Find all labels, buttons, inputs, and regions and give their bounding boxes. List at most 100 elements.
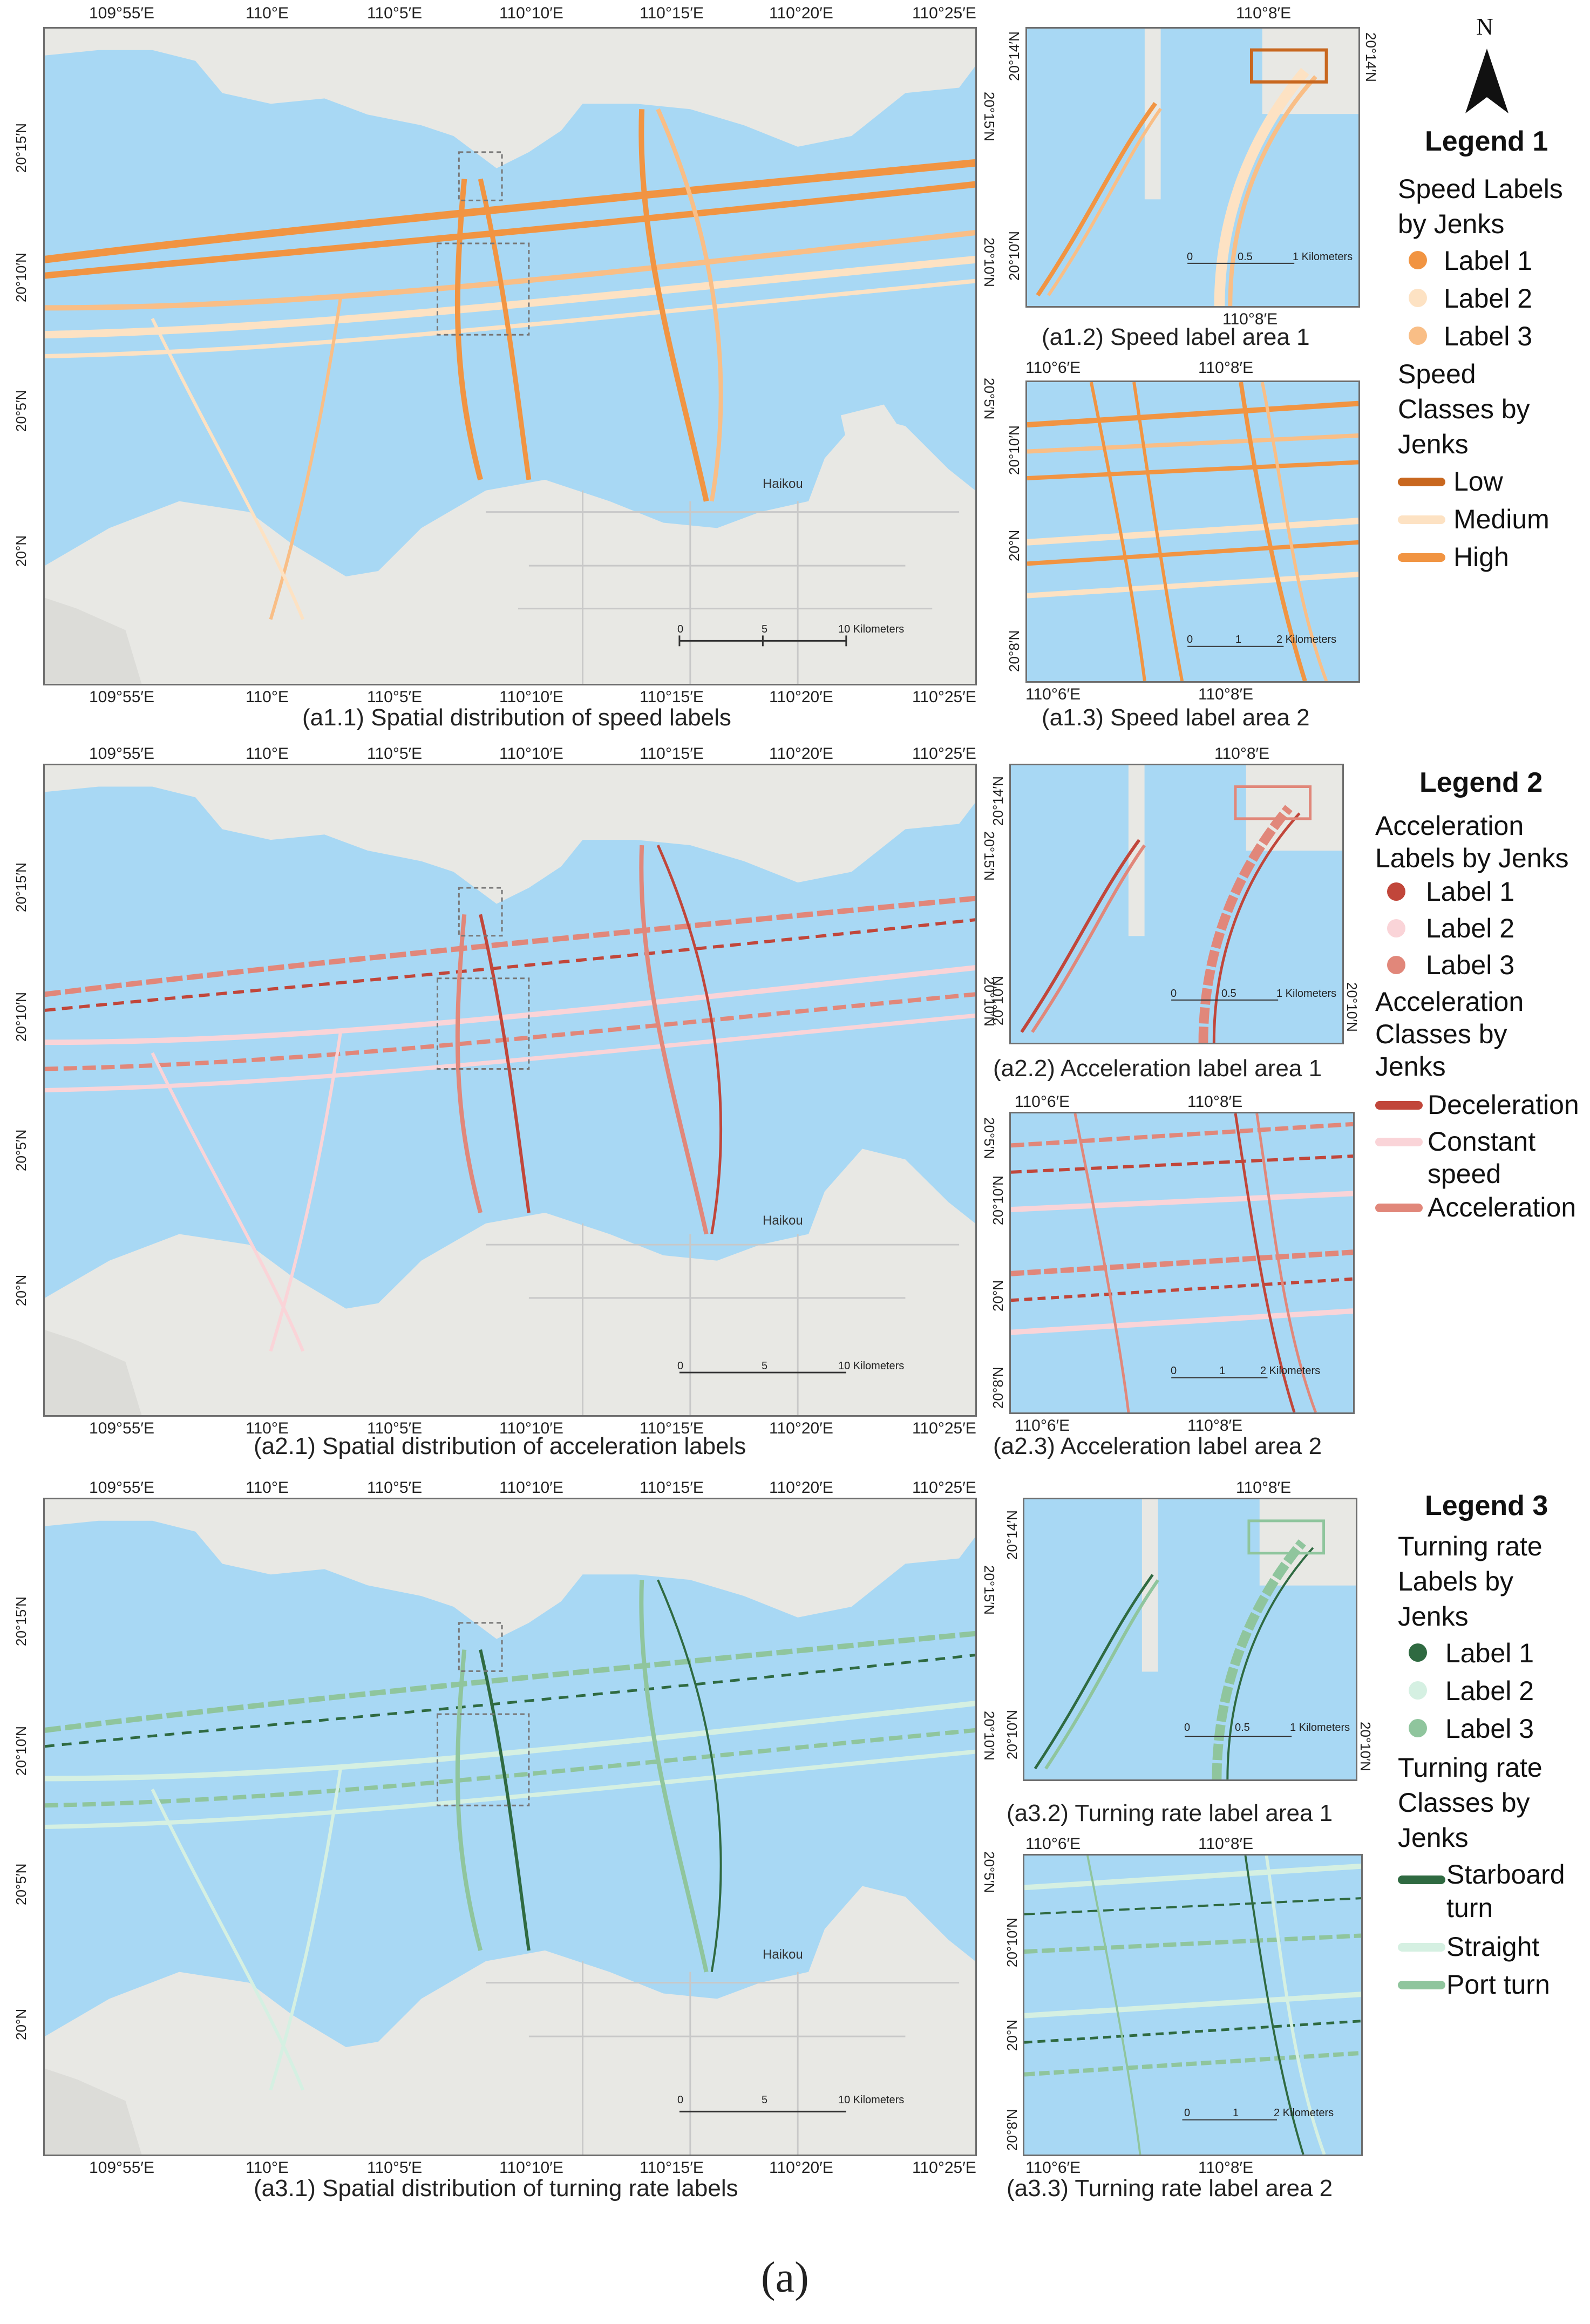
- top-tick: 110°6′E: [1015, 1093, 1070, 1111]
- lat-tick: 20°N: [990, 1280, 1006, 1312]
- lat-tick: 20°5′N: [981, 1851, 997, 1893]
- turning-trajectories: [45, 1579, 975, 2091]
- legend3-heading: Turning rate: [1398, 1531, 1543, 1561]
- land-west: [45, 597, 142, 684]
- legend-item: Port turn: [1446, 1969, 1550, 2000]
- scale-label: 1 Kilometers: [1293, 251, 1353, 263]
- panel-caption: (a1.1) Spatial distribution of speed lab…: [302, 704, 731, 731]
- legend-swatch: [1409, 1681, 1427, 1700]
- scale-label: 2 Kilometers: [1276, 634, 1337, 645]
- legend-swatch: [1398, 1943, 1445, 1952]
- scale-label: 1 Kilometers: [1290, 1722, 1350, 1734]
- road-network: [486, 490, 960, 684]
- legend-swatch: [1398, 1875, 1445, 1884]
- legend-item: Label 1: [1445, 1638, 1534, 1668]
- lat-tick: 20°5′N: [981, 1117, 997, 1159]
- legend-swatch: [1398, 515, 1445, 524]
- legend3-heading: Turning rate: [1398, 1752, 1543, 1783]
- legend2-heading: Classes by: [1375, 1019, 1507, 1049]
- top-tick: 110°15′E: [640, 1479, 704, 1497]
- scale-label: 2 Kilometers: [1274, 2107, 1334, 2119]
- scale-label: 0: [677, 623, 684, 635]
- scale-label: 10 Kilometers: [838, 1360, 905, 1372]
- bottom-tick: 110°E: [246, 2159, 289, 2177]
- lat-tick: 20°10′N: [1006, 425, 1022, 475]
- map-turning-area2: 0 1 2 Kilometers: [1023, 1854, 1363, 2156]
- map-speed-overview: Haikou 0 5 10 Kilometers: [43, 27, 977, 685]
- legend-item: turn: [1446, 1893, 1493, 1923]
- legend-swatch: [1387, 956, 1405, 974]
- legend-swatch: [1398, 553, 1445, 562]
- scale-label: 0: [1184, 2107, 1191, 2119]
- top-tick: 110°8′E: [1198, 1835, 1254, 1853]
- legend-item: Label 2: [1444, 283, 1533, 314]
- legend1-heading: Speed: [1398, 359, 1476, 389]
- legend-swatch: [1409, 251, 1427, 269]
- scale-label: 0: [1171, 988, 1177, 1000]
- bottom-tick: 110°15′E: [640, 2159, 704, 2177]
- top-tick: 110°5′E: [367, 1479, 423, 1497]
- land-south: [45, 415, 975, 684]
- legend-item: Label 1: [1444, 246, 1533, 276]
- lat-tick: 20°N: [1006, 529, 1022, 561]
- scale-label: 0: [677, 1360, 684, 1372]
- scale-label: 2 Kilometers: [1260, 1365, 1321, 1377]
- map-acceleration-overview: Haikou 0 5 10 Kilometers: [43, 764, 977, 1417]
- scale-label: 0: [1187, 251, 1193, 263]
- legend-item: Low: [1453, 466, 1503, 497]
- bottom-tick: 110°15′E: [640, 688, 704, 706]
- map-speed-area1: 0 0.5 1 Kilometers: [1025, 27, 1360, 308]
- scale-label: 10 Kilometers: [838, 623, 905, 635]
- bottom-tick: 110°20′E: [769, 688, 833, 706]
- lat-tick: 20°8′N: [1004, 2109, 1020, 2151]
- top-tick: 110°6′E: [1025, 1835, 1081, 1853]
- bottom-tick: 110°15′E: [640, 1419, 704, 1437]
- legend-item: Medium: [1453, 504, 1550, 534]
- scale-label: 0: [1184, 1722, 1191, 1734]
- top-tick: 110°E: [246, 4, 289, 22]
- top-tick: 110°8′E: [1187, 1093, 1243, 1111]
- land-north: [45, 29, 975, 168]
- bottom-tick: 110°5′E: [367, 1419, 423, 1437]
- legend1-heading: Jenks: [1398, 429, 1469, 459]
- legend1-heading: by Jenks: [1398, 209, 1505, 239]
- scale-label: 0.5: [1221, 988, 1236, 1000]
- lat-tick: 20°10′N: [1344, 982, 1360, 1032]
- map-speed-area2: 0 1 2 Kilometers: [1025, 380, 1360, 683]
- panel-caption: (a1.3) Speed label area 2: [1042, 704, 1310, 731]
- inset-box-area2: [436, 242, 530, 336]
- legend2-heading: Jenks: [1375, 1051, 1446, 1082]
- scale-label: 1: [1233, 2107, 1239, 2119]
- map-canvas: [45, 765, 975, 1415]
- acceleration-trajectories: [45, 845, 975, 1352]
- scale-label: 1: [1235, 634, 1242, 645]
- north-label: N: [1476, 13, 1493, 40]
- lat-tick: 20°10′N: [990, 976, 1006, 1025]
- figure-label: (a): [761, 2254, 809, 2301]
- legend-swatch: [1387, 919, 1405, 937]
- top-tick: 110°20′E: [769, 4, 833, 22]
- bottom-tick: 110°10′E: [499, 688, 563, 706]
- lat-tick: 20°15′N: [13, 1596, 29, 1646]
- top-tick: 110°10′E: [499, 745, 563, 763]
- lat-tick: 20°8′N: [990, 1367, 1006, 1409]
- legend3-heading: Classes by: [1398, 1788, 1530, 1818]
- legend1-heading: Speed Labels: [1398, 174, 1563, 204]
- top-tick: 110°15′E: [640, 4, 704, 22]
- top-tick: 110°E: [246, 745, 289, 763]
- map-canvas: [1024, 1856, 1361, 2155]
- lat-tick: 20°5′N: [13, 390, 29, 432]
- lat-tick: 20°N: [13, 535, 29, 567]
- bottom-tick: 110°E: [246, 1419, 289, 1437]
- city-label: Haikou: [763, 477, 803, 491]
- panel-caption: (a2.1) Spatial distribution of accelerat…: [254, 1433, 746, 1459]
- scale-label: 0: [1171, 1365, 1177, 1377]
- top-tick: 110°20′E: [769, 1479, 833, 1497]
- lat-tick: 20°N: [13, 2008, 29, 2040]
- lat-tick: 20°5′N: [981, 378, 997, 420]
- panel-caption: (a2.2) Acceleration label area 1: [993, 1055, 1322, 1082]
- top-tick: 110°8′E: [1236, 4, 1292, 22]
- top-tick: 110°8′E: [1236, 1479, 1292, 1497]
- legend-swatch: [1409, 327, 1427, 345]
- legend2-title: Legend 2: [1419, 767, 1543, 798]
